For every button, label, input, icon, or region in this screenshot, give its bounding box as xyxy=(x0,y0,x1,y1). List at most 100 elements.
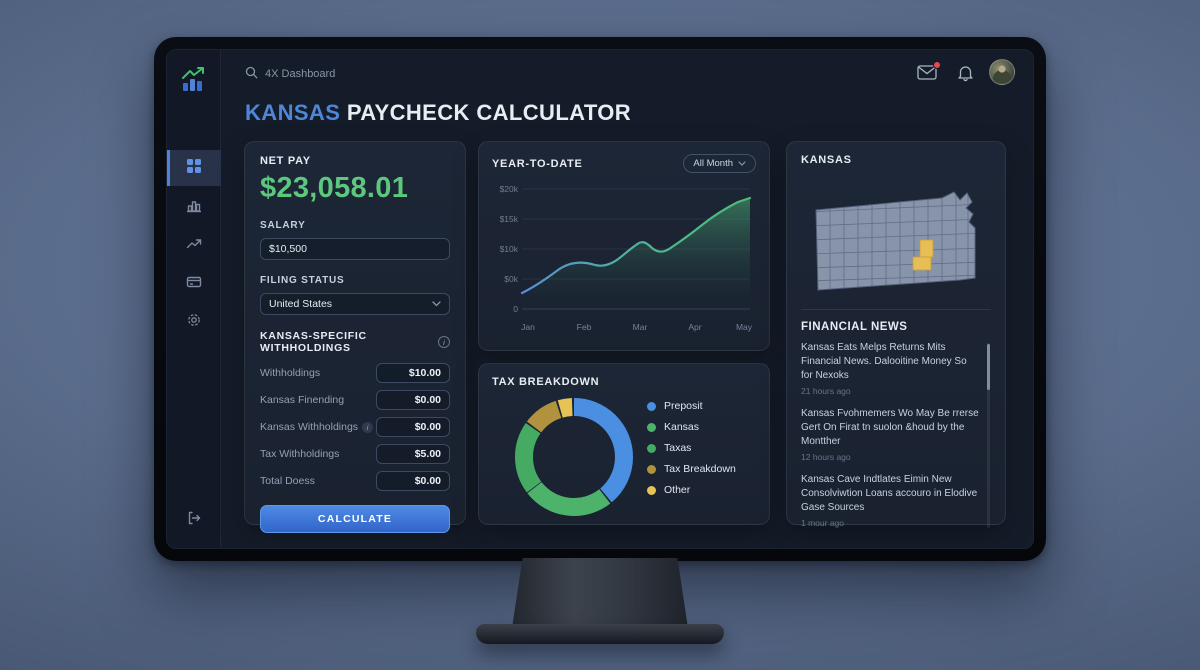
sidebar-item-trends[interactable] xyxy=(167,228,221,264)
legend-dot xyxy=(647,401,656,411)
legend-label: Other xyxy=(664,484,691,496)
x-tick: May xyxy=(736,322,753,332)
withholding-row-value[interactable]: $0.00 xyxy=(376,390,450,410)
net-pay-label: NET PAY xyxy=(260,155,311,167)
withholding-row-label: Kansas Withholdings xyxy=(260,421,374,433)
legend-dot xyxy=(647,443,656,453)
trend-line-icon xyxy=(186,236,202,257)
bar-chart-icon xyxy=(186,198,202,219)
monitor: 4X Dashboard KANSAS PAYCHECK CALCULATOR … xyxy=(154,37,1046,561)
news-item[interactable]: Kansas Fvohmemers Wo May Be rrerse Gert … xyxy=(801,407,979,462)
news-item[interactable]: Kansas Eats Melps Returns Mits Financial… xyxy=(801,341,979,396)
filing-status-value: United States xyxy=(269,298,333,310)
withholding-row: Withholdings $10.00 xyxy=(260,363,450,383)
y-tick: $15k xyxy=(500,214,519,224)
withholdings-title: KANSAS-SPECIFIC WITHHOLDINGS xyxy=(260,330,367,354)
year-to-date-panel: YEAR-TO-DATE All Month xyxy=(478,141,770,351)
app-logo-growth-chart-icon xyxy=(180,66,208,94)
sidebar-item-logout[interactable] xyxy=(167,502,221,538)
logout-icon xyxy=(186,510,202,531)
sidebar-item-settings[interactable] xyxy=(167,304,221,340)
withholding-row-label: Withholdings xyxy=(260,367,321,379)
dashboard-screen: 4X Dashboard KANSAS PAYCHECK CALCULATOR … xyxy=(166,49,1034,549)
page-title: KANSAS PAYCHECK CALCULATOR xyxy=(245,100,631,126)
withholding-row-label: Kansas Finending xyxy=(260,394,345,406)
withholding-row: Kansas Finending $0.00 xyxy=(260,390,450,410)
withholding-row: Total Doess $0.00 xyxy=(260,471,450,491)
legend-label: Tax Breakdown xyxy=(664,463,736,475)
highlighted-county[interactable] xyxy=(912,239,934,271)
month-filter-dropdown[interactable]: All Month xyxy=(683,154,756,173)
y-tick: $10k xyxy=(500,244,519,254)
page-title-rest: PAYCHECK CALCULATOR xyxy=(346,100,632,125)
y-tick: $20k xyxy=(500,184,519,194)
credit-card-icon xyxy=(186,274,202,295)
legend-item[interactable]: Preposit xyxy=(647,400,736,412)
news-scrollbar[interactable] xyxy=(987,343,990,528)
settings-gear-icon xyxy=(186,312,202,333)
donut-legend: Preposit Kansas Taxas Tax Breakdown Othe… xyxy=(647,400,736,496)
news-item[interactable]: Kansas Cave Indtlates Eimin New Consolvi… xyxy=(801,473,979,528)
kansas-state-shape xyxy=(815,191,976,291)
legend-label: Kansas xyxy=(664,421,700,433)
page-title-highlight: KANSAS xyxy=(245,100,341,125)
news-item-time: 12 hours ago xyxy=(801,452,851,462)
legend-label: Preposit xyxy=(664,400,703,412)
info-icon[interactable] xyxy=(362,421,374,433)
legend-label: Taxas xyxy=(664,442,692,454)
donut-slice-tax-breakdown[interactable] xyxy=(511,394,637,520)
withholding-row-value[interactable]: $0.00 xyxy=(376,471,450,491)
legend-dot xyxy=(647,422,656,432)
financial-news-list: Kansas Eats Melps Returns Mits Financial… xyxy=(801,341,991,528)
dashboard-grid-icon xyxy=(186,158,202,179)
donut-slice-other[interactable] xyxy=(512,395,636,519)
divider xyxy=(801,309,991,310)
x-tick: Feb xyxy=(577,322,592,332)
y-tick: $0k xyxy=(504,274,518,284)
salary-input[interactable] xyxy=(260,238,450,260)
salary-label: SALARY xyxy=(260,220,306,231)
withholding-row-value[interactable]: $10.00 xyxy=(376,363,450,383)
tax-breakdown-panel: TAX BREAKDOWN Preposit Kansas xyxy=(478,363,770,525)
ytd-title: YEAR-TO-DATE xyxy=(492,157,583,170)
withholding-row-value[interactable]: $0.00 xyxy=(376,417,450,437)
news-item-title: Kansas Fvohmemers Wo May Be rrerse Gert … xyxy=(801,408,979,447)
legend-dot xyxy=(647,485,656,495)
legend-item[interactable]: Other xyxy=(647,484,736,496)
chevron-down-icon xyxy=(432,298,441,310)
ytd-line xyxy=(520,196,752,295)
filing-status-select[interactable]: United States xyxy=(260,293,450,315)
donut-slice-preposit[interactable] xyxy=(515,398,633,516)
mail-notification-badge xyxy=(933,61,941,69)
kansas-county-map[interactable] xyxy=(802,176,990,300)
legend-item[interactable]: Tax Breakdown xyxy=(647,463,736,475)
legend-item[interactable]: Taxas xyxy=(647,442,736,454)
notifications-button[interactable] xyxy=(957,64,974,87)
user-avatar[interactable] xyxy=(989,59,1015,85)
month-filter-value: All Month xyxy=(693,158,733,169)
monitor-stand-neck xyxy=(512,558,688,628)
news-scrollbar-thumb[interactable] xyxy=(987,344,990,390)
news-item-title: Kansas Eats Melps Returns Mits Financial… xyxy=(801,342,967,381)
search-input[interactable]: 4X Dashboard xyxy=(245,66,335,82)
sidebar-item-dashboard[interactable] xyxy=(167,150,221,186)
info-icon[interactable] xyxy=(438,336,450,348)
x-tick: Apr xyxy=(688,322,701,332)
net-pay-panel: NET PAY $23,058.01 SALARY FILING STATUS … xyxy=(244,141,466,533)
withholding-row-label: Total Doess xyxy=(260,475,315,487)
sidebar xyxy=(167,50,221,548)
kansas-panel: KANSAS xyxy=(786,141,1006,528)
x-tick: Mar xyxy=(633,322,648,332)
ytd-area-chart: $20k $15k $10k $0k 0 Jan Feb Mar Apr May xyxy=(500,184,753,332)
calculate-button[interactable]: CALCULATE xyxy=(260,505,450,533)
withholding-row-value[interactable]: $5.00 xyxy=(376,444,450,464)
mail-button[interactable] xyxy=(917,61,941,85)
withholdings-rows: Withholdings $10.00 Kansas Finending $0.… xyxy=(260,363,450,491)
news-item-time: 1 mour ago xyxy=(801,518,844,528)
financial-news-title: FINANCIAL NEWS xyxy=(801,321,908,333)
sidebar-item-analytics[interactable] xyxy=(167,190,221,226)
chevron-down-icon xyxy=(738,158,746,169)
kansas-title: KANSAS xyxy=(801,154,852,166)
sidebar-item-payments[interactable] xyxy=(167,266,221,302)
legend-item[interactable]: Kansas xyxy=(647,421,736,433)
